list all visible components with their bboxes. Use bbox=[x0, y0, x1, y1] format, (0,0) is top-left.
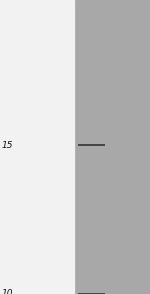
Bar bbox=[0, 0, 75, 294]
Text: 10: 10 bbox=[2, 290, 13, 294]
Bar bbox=[75, 0, 150, 294]
Text: 15: 15 bbox=[2, 141, 13, 150]
